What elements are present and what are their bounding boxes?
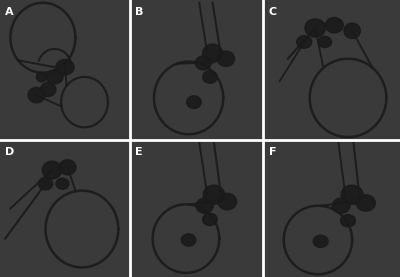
Ellipse shape [340,215,356,227]
Ellipse shape [46,70,63,84]
Ellipse shape [341,185,363,204]
Ellipse shape [28,88,45,103]
Ellipse shape [356,195,375,211]
Text: F: F [269,147,276,157]
Ellipse shape [181,234,196,246]
Ellipse shape [56,60,74,75]
Ellipse shape [297,36,312,48]
Ellipse shape [326,17,343,33]
Ellipse shape [42,161,62,179]
Ellipse shape [218,193,236,210]
Ellipse shape [196,198,213,213]
Ellipse shape [332,198,350,213]
Ellipse shape [56,178,69,189]
Ellipse shape [305,19,326,37]
Ellipse shape [202,44,222,62]
Text: E: E [135,147,143,157]
Ellipse shape [195,56,211,70]
Ellipse shape [313,235,328,248]
Ellipse shape [318,36,332,48]
Ellipse shape [217,51,234,66]
Ellipse shape [38,178,53,190]
Ellipse shape [202,213,217,225]
Text: B: B [135,7,144,17]
Ellipse shape [59,160,76,175]
Ellipse shape [40,83,56,96]
Ellipse shape [202,71,217,83]
Ellipse shape [344,23,360,39]
Text: C: C [269,7,277,17]
Text: A: A [5,7,14,17]
Text: D: D [5,147,14,157]
Ellipse shape [187,96,201,108]
Ellipse shape [36,72,47,82]
Ellipse shape [203,185,224,204]
